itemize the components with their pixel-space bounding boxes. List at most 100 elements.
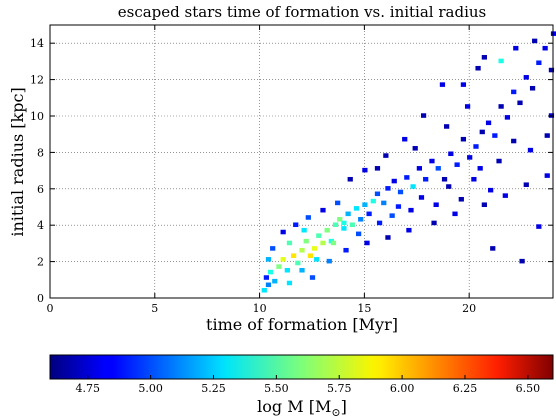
heatmap-cell	[542, 45, 548, 51]
heatmap-cell	[408, 207, 414, 213]
colorbar-tick-label: 5.00	[138, 382, 163, 395]
x-tick-label: 20	[462, 302, 476, 315]
heatmap-cell	[423, 176, 429, 182]
heatmap-cell	[293, 222, 299, 228]
heatmap-cell	[519, 258, 525, 264]
heatmap-cell	[404, 175, 410, 180]
heatmap-cell	[301, 227, 307, 233]
heatmap-cell	[464, 104, 471, 109]
heatmap-cell	[263, 275, 270, 280]
heatmap-cell	[391, 178, 397, 184]
heatmap-cell	[481, 55, 487, 60]
y-tick-label: 6	[37, 183, 44, 196]
heatmap-cell	[286, 280, 293, 286]
heatmap-cell	[406, 227, 412, 233]
heatmap-cell	[272, 278, 278, 284]
heatmap-cell	[479, 129, 485, 135]
colorbar-tick-label: 5.50	[264, 382, 289, 395]
heatmap-cell	[429, 158, 435, 164]
colorbar-tick-label: 5.25	[201, 382, 226, 395]
heatmap-cell	[402, 136, 408, 142]
heatmap-cell	[355, 231, 362, 237]
heatmap-cell	[305, 215, 311, 220]
heatmap-cell	[343, 247, 349, 253]
heatmap-cell	[502, 193, 508, 198]
heatmap-cell	[536, 224, 542, 229]
heatmap-cell	[389, 213, 395, 218]
heatmap-cell	[431, 220, 437, 226]
heatmap-cell	[341, 220, 347, 226]
heatmap-cell	[458, 196, 464, 202]
heatmap-cell	[341, 226, 347, 231]
heatmap-cell	[517, 100, 523, 106]
heatmap-cell	[332, 222, 339, 228]
heatmap-cell	[383, 153, 389, 158]
heatmap-cell	[320, 207, 326, 213]
y-tick-label: 8	[37, 146, 44, 159]
heatmap-cell	[265, 282, 272, 288]
x-tick-label: 5	[151, 302, 158, 315]
heatmap-cell	[523, 75, 529, 80]
x-tick-label: 0	[47, 302, 54, 315]
heatmap-cell	[536, 60, 542, 66]
heatmap-cell	[527, 147, 534, 153]
heatmap-cell	[454, 162, 460, 167]
heatmap-cell	[286, 240, 293, 246]
heatmap-cell	[385, 186, 391, 191]
heatmap-cell	[513, 45, 519, 51]
heatmap-cell	[307, 253, 314, 258]
heatmap-cell	[412, 146, 418, 151]
grid	[50, 25, 553, 298]
heatmap-cell	[376, 220, 383, 226]
colorbar: 4.75 5.00 5.25 5.50 5.75 6.00 6.25 6.50 log M […	[49, 354, 554, 416]
heatmap-cell	[485, 120, 492, 126]
heatmap-cell	[492, 133, 498, 138]
heatmap-cell	[337, 217, 343, 222]
heatmap-cell	[330, 240, 337, 246]
heatmap-cell	[385, 235, 391, 240]
heatmap-cell	[397, 189, 404, 195]
heatmap-cell	[420, 113, 427, 118]
heatmap-cell	[444, 124, 450, 129]
heatmap-cell	[280, 257, 286, 262]
heatmap-cell	[291, 253, 297, 258]
heatmap-cell	[270, 246, 276, 251]
heatmap-cell	[261, 287, 267, 293]
heatmap-cell	[498, 104, 504, 109]
heatmap-cell	[284, 267, 290, 273]
y-tick-label: 4	[37, 219, 44, 232]
heatmap-cell	[433, 202, 439, 207]
x-tick-label: 10	[253, 302, 267, 315]
x-tick-label: 15	[357, 302, 371, 315]
heatmap-cell	[544, 133, 550, 138]
heatmap-cell	[511, 138, 517, 144]
heatmap-cell	[265, 257, 272, 262]
heatmap-cell	[446, 184, 452, 189]
heatmap-cell	[435, 166, 441, 171]
heatmap-cell	[345, 211, 351, 217]
heatmap-cell	[532, 38, 538, 44]
colorbar-ticks: 4.75 5.00 5.25 5.50 5.75 6.00 6.25 6.50	[75, 375, 540, 395]
heatmap-cell	[324, 227, 330, 233]
heatmap-cell	[366, 211, 372, 217]
heatmap-cell	[299, 267, 305, 273]
heatmap-cell	[475, 65, 481, 71]
heatmap-cell	[335, 200, 341, 206]
heatmap-cell	[511, 89, 517, 95]
heatmap-cell	[353, 206, 360, 211]
y-axis-label: initial radius [kpc]	[8, 87, 27, 236]
y-tick-label: 10	[30, 110, 44, 123]
y-tick-label: 2	[37, 256, 44, 269]
y-tick-label: 12	[30, 74, 44, 87]
heatmap-cell	[299, 247, 305, 253]
heatmap-cell	[309, 275, 316, 280]
y-tick-label: 14	[30, 37, 44, 50]
heatmap-cell	[496, 158, 502, 164]
heatmap-cell	[374, 166, 381, 171]
heatmap-cell	[374, 191, 381, 197]
heatmap-cell	[471, 176, 477, 182]
plot-frame	[49, 24, 554, 299]
heatmap-cell	[467, 155, 473, 160]
heatmap-cell	[349, 222, 355, 228]
heatmap-cell	[481, 202, 487, 207]
